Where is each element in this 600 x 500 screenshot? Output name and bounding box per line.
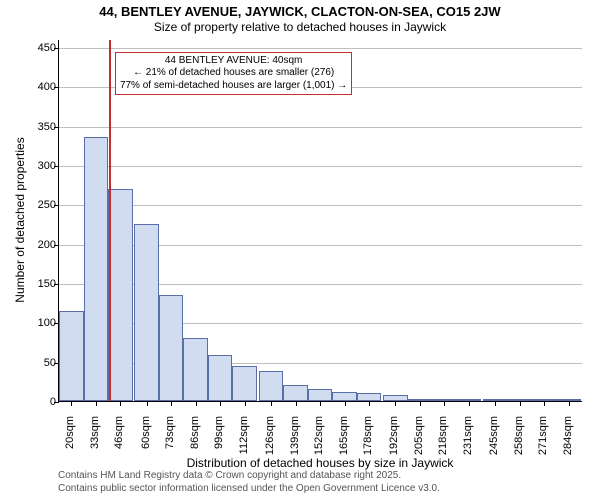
y-tick-label: 450: [0, 42, 56, 54]
bar: [283, 385, 308, 401]
chart-title: 44, BENTLEY AVENUE, JAYWICK, CLACTON-ON-…: [0, 4, 600, 19]
y-tick-mark: [54, 323, 59, 324]
y-tick-label: 300: [0, 160, 56, 172]
credits-line2: Contains public sector information licen…: [58, 483, 440, 496]
bar: [259, 371, 284, 401]
bar: [108, 189, 133, 401]
chart-container: 44, BENTLEY AVENUE, JAYWICK, CLACTON-ON-…: [0, 0, 600, 500]
y-tick-label: 350: [0, 121, 56, 133]
x-tick-mark: [495, 401, 496, 406]
y-tick-label: 0: [0, 396, 56, 408]
y-tick-label: 400: [0, 81, 56, 93]
y-axis-label: Number of detached properties: [13, 120, 27, 320]
x-tick-mark: [271, 401, 272, 406]
plot-area: 44 BENTLEY AVENUE: 40sqm ← 21% of detach…: [58, 40, 582, 402]
annotation-box: 44 BENTLEY AVENUE: 40sqm ← 21% of detach…: [115, 52, 352, 96]
y-tick-label: 50: [0, 357, 56, 369]
y-tick-mark: [54, 205, 59, 206]
y-tick-mark: [54, 127, 59, 128]
x-tick-mark: [96, 401, 97, 406]
y-tick-label: 150: [0, 278, 56, 290]
x-tick-mark: [220, 401, 221, 406]
gridline: [59, 205, 582, 206]
y-tick-label: 250: [0, 199, 56, 211]
x-tick-mark: [395, 401, 396, 406]
annotation-line2: ← 21% of detached houses are smaller (27…: [120, 67, 347, 80]
x-tick-mark: [569, 401, 570, 406]
x-tick-mark: [71, 401, 72, 406]
x-tick-mark: [520, 401, 521, 406]
gridline: [59, 166, 582, 167]
y-tick-mark: [54, 166, 59, 167]
x-tick-mark: [296, 401, 297, 406]
reference-line: [109, 40, 111, 401]
x-tick-mark: [120, 401, 121, 406]
y-tick-mark: [54, 402, 59, 403]
y-tick-mark: [54, 48, 59, 49]
bar: [183, 338, 208, 401]
bar: [84, 137, 109, 401]
x-tick-mark: [147, 401, 148, 406]
x-tick-mark: [196, 401, 197, 406]
y-tick-mark: [54, 363, 59, 364]
bar: [332, 392, 357, 401]
y-tick-label: 200: [0, 239, 56, 251]
y-tick-mark: [54, 245, 59, 246]
bar: [232, 366, 257, 401]
bar: [208, 355, 233, 401]
gridline: [59, 48, 582, 49]
x-tick-mark: [345, 401, 346, 406]
x-tick-mark: [245, 401, 246, 406]
credits-line1: Contains HM Land Registry data © Crown c…: [58, 470, 401, 483]
annotation-line1: 44 BENTLEY AVENUE: 40sqm: [120, 55, 347, 68]
x-tick-mark: [469, 401, 470, 406]
gridline: [59, 127, 582, 128]
chart-subtitle: Size of property relative to detached ho…: [0, 20, 600, 34]
x-tick-mark: [544, 401, 545, 406]
bar: [59, 311, 84, 402]
x-tick-mark: [369, 401, 370, 406]
bar: [357, 393, 382, 401]
x-tick-mark: [171, 401, 172, 406]
x-tick-mark: [320, 401, 321, 406]
x-tick-mark: [444, 401, 445, 406]
y-tick-mark: [54, 284, 59, 285]
bar: [159, 295, 184, 401]
x-axis-label: Distribution of detached houses by size …: [58, 456, 582, 470]
bar: [134, 224, 159, 401]
y-tick-label: 100: [0, 317, 56, 329]
y-tick-mark: [54, 87, 59, 88]
x-tick-mark: [420, 401, 421, 406]
annotation-line3: 77% of semi-detached houses are larger (…: [120, 80, 347, 93]
bar: [308, 389, 333, 401]
